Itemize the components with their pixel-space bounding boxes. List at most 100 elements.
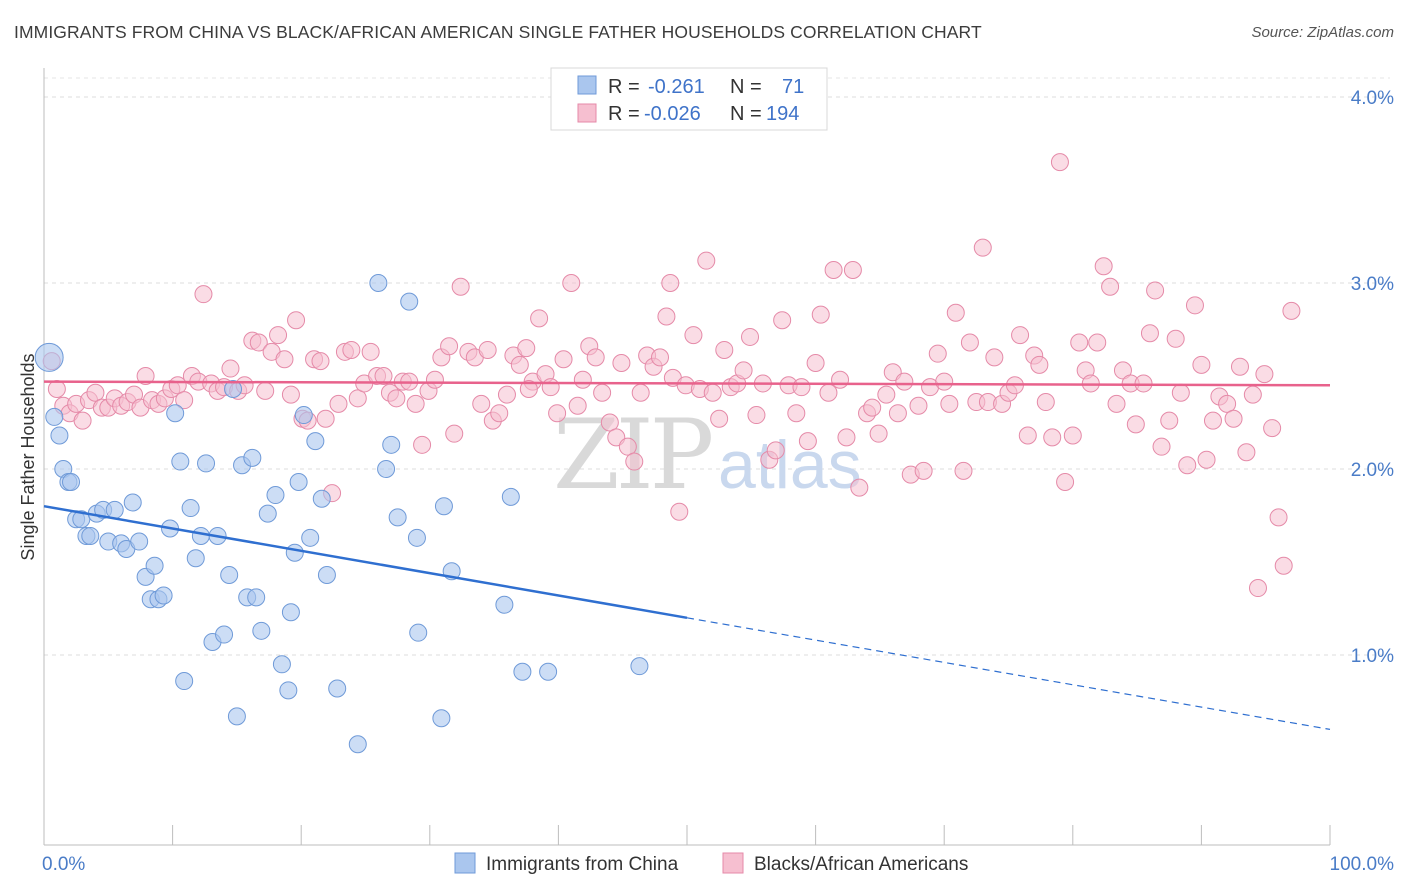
point-blacks-159 [1063,426,1082,445]
chart-title: IMMIGRANTS FROM CHINA VS BLACK/AFRICAN A… [14,22,982,42]
point-china-29 [191,526,210,545]
point-china-42 [258,504,277,523]
point-blacks-87 [600,413,619,432]
point-china-52 [312,489,331,508]
point-blacks-89 [612,353,631,372]
point-blacks-157 [1050,153,1069,172]
series-china-points [34,274,649,754]
point-china-40 [247,588,266,607]
point-blacks-91 [625,452,644,471]
point-blacks-54 [387,389,406,408]
point-blacks-102 [697,251,716,270]
point-blacks-113 [766,441,785,460]
point-china-26 [175,672,194,691]
point-china-51 [306,432,325,451]
point-blacks-140 [940,394,959,413]
point-blacks-35 [269,326,288,345]
point-china-67 [501,487,520,506]
point-blacks-24 [194,285,213,304]
point-blacks-132 [888,404,907,423]
point-blacks-62 [440,337,459,356]
point-blacks-138 [928,344,947,363]
legend-n-label-blacks: N = [730,103,762,125]
point-blacks-192 [1274,556,1293,575]
point-china-33 [215,625,234,644]
legend-n-label-china: N = [730,76,762,98]
point-blacks-136 [914,461,933,480]
point-china-28 [186,549,205,568]
legend-n-value-blacks: 194 [766,103,799,125]
point-blacks-60 [425,370,444,389]
point-blacks-129 [869,424,888,443]
point-blacks-173 [1152,437,1171,456]
point-blacks-164 [1094,257,1113,276]
x-tick-label-0: 0.0% [42,854,85,875]
point-blacks-103 [703,383,722,402]
series-legend-label-blacks: Blacks/African Americans [754,854,968,875]
point-blacks-156 [1043,428,1062,447]
point-blacks-109 [741,327,760,346]
series-blacks-points [42,153,1301,598]
watermark: ZIP atlas [553,399,862,511]
point-blacks-190 [1263,419,1282,438]
point-blacks-151 [1011,326,1030,345]
legend-r-value-blacks: -0.026 [644,103,701,125]
point-blacks-152 [1018,426,1037,445]
trend-line-china [43,504,688,620]
point-blacks-120 [811,305,830,324]
point-china-50 [301,528,320,547]
chart-source: Source: ZipAtlas.com [1251,24,1394,41]
point-blacks-104 [710,409,729,428]
point-china-56 [369,274,388,292]
point-blacks-5 [73,411,92,430]
series-legend-swatch-china [454,852,476,874]
point-china-59 [388,508,407,527]
point-china-69 [539,662,558,681]
point-blacks-143 [960,333,979,352]
point-blacks-133 [895,372,914,391]
point-blacks-68 [478,340,497,359]
point-china-5 [62,473,81,492]
point-china-17 [130,532,149,551]
point-china-58 [382,435,401,454]
legend-swatch-china [577,75,597,95]
point-blacks-122 [824,260,843,279]
point-china-13 [105,500,124,519]
point-china-66 [495,595,514,614]
x-tick-label-1: 100.0% [1330,854,1395,875]
point-china-36 [227,707,246,726]
point-blacks-189 [1255,365,1274,384]
point-china-2 [50,426,69,445]
point-blacks-71 [497,385,516,404]
point-blacks-92 [631,383,650,402]
point-blacks-1 [47,380,66,399]
point-blacks-172 [1146,281,1165,300]
trend-line-blacks [43,380,1331,387]
point-blacks-37 [281,385,300,404]
point-china-25 [171,452,190,471]
point-china-35 [224,380,243,399]
point-blacks-43 [316,409,335,428]
point-blacks-170 [1134,374,1153,393]
point-blacks-100 [684,326,703,345]
point-china-70 [630,657,649,676]
point-blacks-191 [1269,508,1288,527]
point-blacks-165 [1101,277,1120,296]
point-blacks-15 [136,367,155,385]
point-blacks-178 [1185,296,1204,315]
point-blacks-33 [256,381,275,400]
point-china-63 [432,709,451,728]
point-blacks-181 [1203,411,1222,430]
legend-r-value-china: -0.261 [648,76,705,98]
point-blacks-193 [1282,301,1301,320]
point-china-68 [513,662,532,681]
point-blacks-90 [618,437,637,456]
point-china-53 [317,566,336,585]
point-blacks-52 [374,367,393,385]
point-blacks-185 [1230,357,1249,376]
point-blacks-188 [1248,579,1267,598]
point-china-45 [279,681,298,700]
point-china-54 [328,679,347,698]
point-blacks-176 [1171,383,1190,402]
